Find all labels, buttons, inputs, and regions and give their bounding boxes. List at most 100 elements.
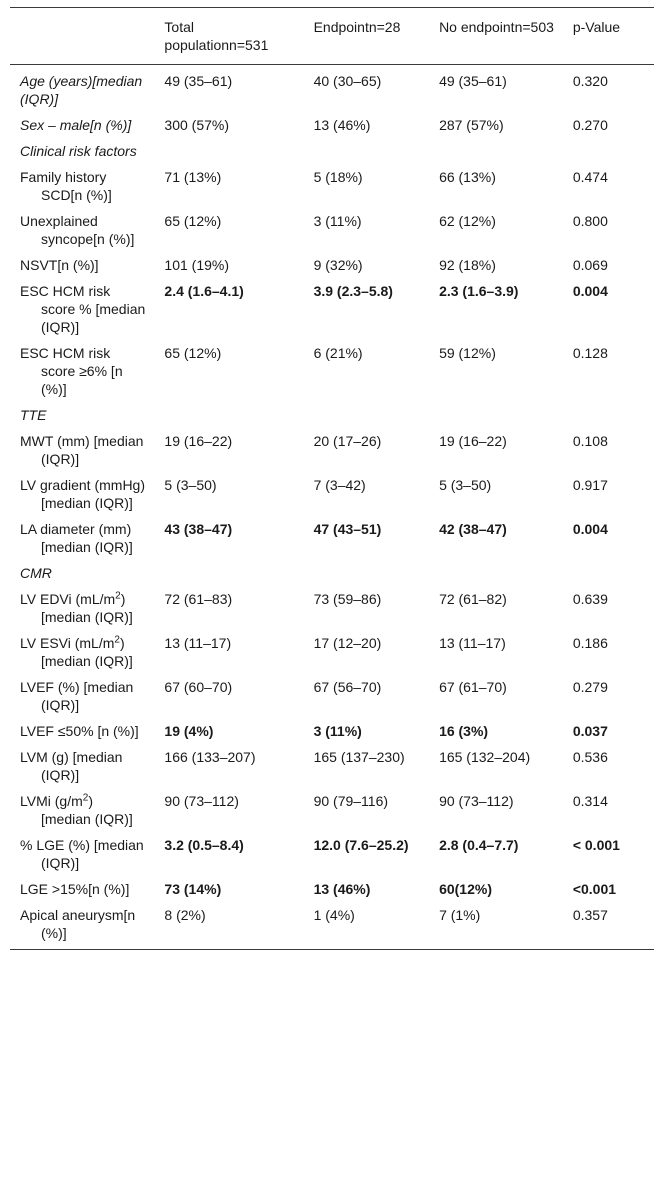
cell-endpoint: 5 (18%) (313, 169, 363, 185)
cell-p-value (563, 138, 654, 164)
cell-total-population: 2.4 (1.6–4.1) (164, 283, 244, 299)
cell-no-endpoint: 16 (3%) (439, 723, 489, 739)
cell-total-population: 72 (61–83) (164, 591, 233, 607)
row-label-text: LV ESVi (mL/m (20, 635, 115, 651)
cell-p-value: 0.917 (572, 477, 608, 493)
cell-total-population: 19 (16–22) (164, 433, 233, 449)
table-row: Unexplained syncope[n (%)] 65 (12%) 3 (11%… (10, 208, 654, 252)
row-label: LV EDVi (mL/m2) [median (IQR)] (10, 586, 154, 630)
cell-no-endpoint: 2.3 (1.6–3.9) (439, 283, 519, 299)
table-row: % LGE (%) [median (IQR)] 3.2 (0.5–8.4) 12.… (10, 832, 654, 876)
cell-no-endpoint (429, 138, 563, 164)
cell-total-population (154, 560, 303, 586)
cell-endpoint: 40 (30–65) (313, 73, 382, 89)
cell-no-endpoint: 59 (12%) (439, 345, 496, 361)
cell-endpoint: 13 (46%) (313, 881, 371, 897)
cell-endpoint: 1 (4%) (313, 907, 355, 923)
cell-no-endpoint: 67 (61–70) (439, 679, 507, 695)
cell-p-value: 0.357 (572, 907, 608, 923)
cell-p-value: 0.004 (572, 283, 608, 299)
cell-p-value: < 0.001 (572, 837, 620, 853)
cell-no-endpoint: 49 (35–61) (439, 73, 507, 89)
row-label: Sex – male[n (%)] (20, 117, 132, 133)
cell-total-population: 73 (14%) (164, 881, 222, 897)
cell-total-population: 101 (19%) (164, 257, 230, 273)
cell-total-population: 49 (35–61) (164, 73, 233, 89)
row-label: LVEF (%) [median (IQR)] (20, 679, 134, 713)
cell-endpoint: 90 (79–116) (313, 793, 389, 809)
table-row: MWT (mm) [median (IQR)] 19 (16–22) 20 (17–… (10, 428, 654, 472)
table-row: Sex – male[n (%)] 300 (57%) 13 (46%) 287 (5… (10, 112, 654, 138)
cell-endpoint: 3 (11%) (313, 213, 362, 229)
cell-endpoint (304, 402, 429, 428)
cell-total-population: 71 (13%) (164, 169, 222, 185)
cell-no-endpoint: 42 (38–47) (439, 521, 507, 537)
row-label-text-suffix: ) [median (IQR)] (41, 793, 133, 827)
cell-endpoint: 3.9 (2.3–5.8) (313, 283, 393, 299)
table-row: CMR (10, 560, 654, 586)
row-label-text-suffix: ) [median (IQR)] (41, 591, 133, 625)
cell-total-population (154, 138, 303, 164)
cell-no-endpoint: 5 (3–50) (439, 477, 492, 493)
cell-p-value: 0.069 (572, 257, 608, 273)
header-endpoint: Endpointn=28 (313, 19, 401, 35)
cell-endpoint: 17 (12–20) (313, 635, 382, 651)
row-label: ESC HCM risk score % [median (IQR)] (20, 283, 146, 335)
table-row: LA diameter (mm)[median (IQR)] 43 (38–47)… (10, 516, 654, 560)
baseline-characteristics-table-container: Total populationn=531 Endpointn=28 No en… (10, 7, 654, 950)
cell-no-endpoint: 92 (18%) (439, 257, 496, 273)
cell-p-value: 0.037 (572, 723, 608, 739)
cell-p-value: <0.001 (572, 881, 617, 897)
row-label: LVMi (g/m2) [median (IQR)] (10, 788, 154, 832)
table-row: LV ESVi (mL/m2) [median (IQR)] 13 (11–17)… (10, 630, 654, 674)
table-row: LVEF ≤50% [n (%)] 19 (4%) 3 (11%) 16 (3%) 0.… (10, 718, 654, 744)
row-label: CMR (20, 565, 52, 581)
header-variable (10, 8, 154, 65)
cell-endpoint: 67 (56–70) (313, 679, 382, 695)
row-label: Age (years)[median (IQR)] (20, 73, 143, 107)
header-row: Total populationn=531 Endpointn=28 No en… (10, 7, 654, 65)
cell-no-endpoint: 165 (132–204) (439, 749, 531, 765)
cell-p-value (563, 402, 654, 428)
cell-endpoint: 6 (21%) (313, 345, 363, 361)
cell-no-endpoint: 287 (57%) (439, 117, 504, 133)
row-label: % LGE (%) [median (IQR)] (20, 837, 144, 871)
table-row: Family history SCD[n (%)] 71 (13%) 5 (18%)… (10, 164, 654, 208)
table-body: Age (years)[median (IQR)] 49 (35–61) 40 (3… (10, 65, 654, 950)
cell-total-population: 65 (12%) (164, 213, 222, 229)
cell-endpoint: 3 (11%) (313, 723, 362, 739)
cell-p-value: 0.270 (572, 117, 608, 133)
cell-endpoint: 20 (17–26) (313, 433, 382, 449)
cell-endpoint: 13 (46%) (313, 117, 371, 133)
cell-total-population: 8 (2%) (164, 907, 206, 923)
header-total-population: Total populationn=531 (164, 19, 269, 53)
cell-endpoint: 9 (32%) (313, 257, 363, 273)
cell-no-endpoint: 7 (1%) (439, 907, 481, 923)
cell-endpoint: 12.0 (7.6–25.2) (313, 837, 409, 853)
cell-no-endpoint: 60(12%) (439, 881, 492, 897)
baseline-characteristics-table: Total populationn=531 Endpointn=28 No en… (10, 7, 654, 950)
row-label: LGE >15%[n (%)] (20, 881, 130, 897)
row-label: LV gradient (mmHg) [median (IQR)] (20, 477, 146, 511)
table-row: ESC HCM risk score ≥6% [n (%)] 65 (12%) 6 … (10, 340, 654, 402)
cell-endpoint (304, 560, 429, 586)
row-label: Unexplained syncope[n (%)] (20, 213, 135, 247)
cell-total-population: 300 (57%) (164, 117, 230, 133)
cell-total-population (154, 402, 303, 428)
cell-p-value: 0.474 (572, 169, 608, 185)
table-row: ESC HCM risk score % [median (IQR)] 2.4 (… (10, 278, 654, 340)
cell-no-endpoint: 2.8 (0.4–7.7) (439, 837, 519, 853)
cell-no-endpoint: 66 (13%) (439, 169, 496, 185)
header-p-value: p-Value (572, 19, 621, 35)
row-label: Family history SCD[n (%)] (20, 169, 112, 203)
table-row: NSVT[n (%)] 101 (19%) 9 (32%) 92 (18%) 0.069 (10, 252, 654, 278)
row-label-text-suffix: ) [median (IQR)] (41, 635, 133, 669)
cell-no-endpoint: 72 (61–82) (439, 591, 507, 607)
row-label: LA diameter (mm)[median (IQR)] (20, 521, 133, 555)
cell-p-value: 0.639 (572, 591, 608, 607)
cell-total-population: 13 (11–17) (164, 635, 232, 651)
cell-no-endpoint (429, 560, 563, 586)
cell-endpoint (304, 138, 429, 164)
row-label: MWT (mm) [median (IQR)] (20, 433, 144, 467)
cell-p-value (563, 560, 654, 586)
